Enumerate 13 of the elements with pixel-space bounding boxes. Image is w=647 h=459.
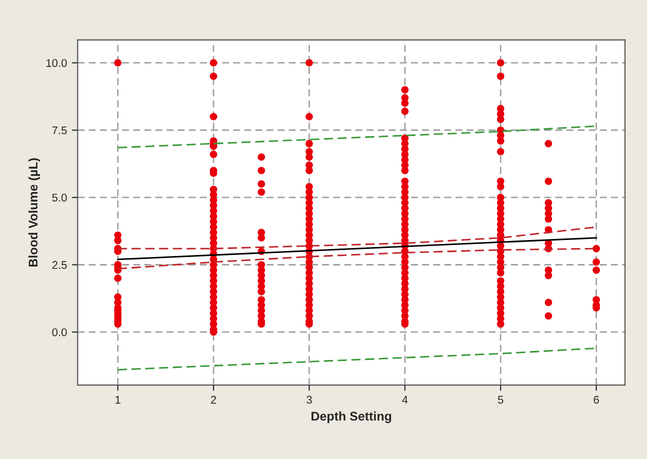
x-tick-label: 5	[498, 396, 504, 404]
x-tick-label: 1	[116, 396, 120, 404]
x-tick-label: 4	[402, 396, 408, 404]
y-tick-label: 0.0	[52, 328, 67, 336]
y-tick-label: 7.5	[52, 126, 67, 134]
y-tick-label: 5.0	[52, 194, 67, 202]
x-tick-label: 3	[306, 396, 312, 404]
y-tick-label: 2.5	[52, 261, 67, 269]
x-axis-title: Depth Setting	[312, 411, 392, 424]
y-axis-title: Blood Volume (µL)	[28, 158, 40, 267]
y-tick-label: 10.0	[46, 59, 67, 67]
x-tick-label: 2	[210, 396, 216, 404]
x-tick-label: 6	[594, 396, 599, 404]
